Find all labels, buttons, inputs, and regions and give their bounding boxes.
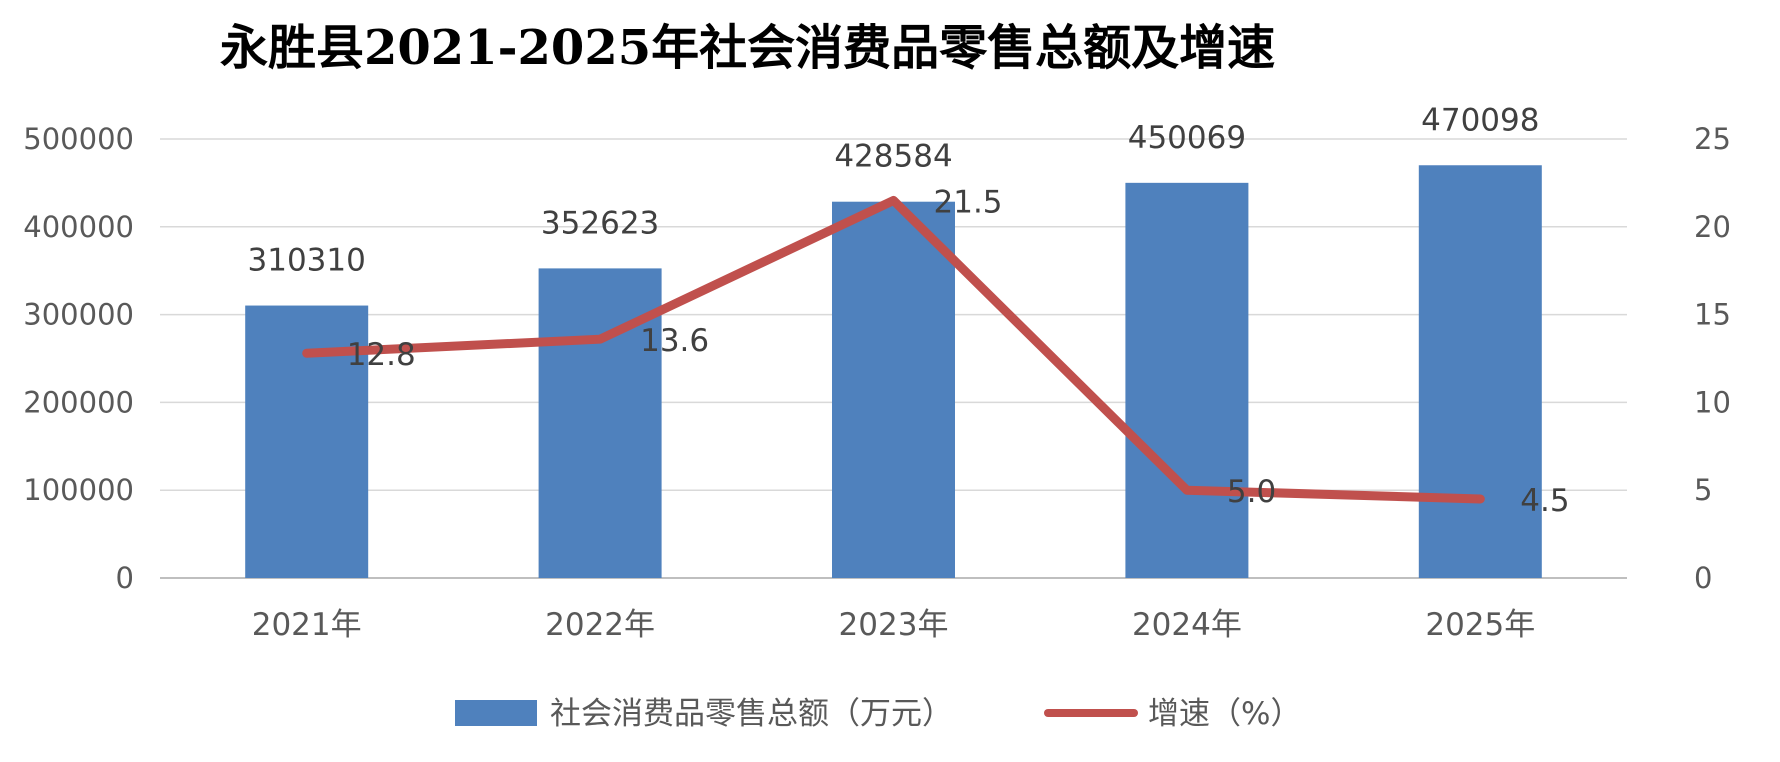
legend: 社会消费品零售总额（万元） 增速（%）: [455, 696, 1301, 732]
line-point: [1182, 486, 1191, 495]
y-right-tick-label: 0: [1694, 561, 1712, 595]
y-left-tick-label: 300000: [23, 298, 134, 332]
line-data-label: 21.5: [934, 184, 1003, 220]
y-axis-right: 0 5 10 15 20 25: [1694, 122, 1731, 595]
y-left-tick-label: 500000: [23, 122, 134, 156]
line-data-labels: 12.8 13.6 21.5 5.0 4.5: [347, 184, 1570, 519]
y-left-tick-label: 100000: [23, 473, 134, 507]
legend-label-bar: 社会消费品零售总额（万元）: [550, 696, 953, 732]
line-data-label: 12.8: [347, 337, 416, 373]
legend-swatch-bar: [455, 700, 537, 726]
bar-data-labels: 310310 352623 428584 450069 470098: [248, 102, 1540, 278]
x-tick-label: 2024年: [1132, 607, 1242, 643]
x-tick-label: 2023年: [839, 607, 949, 643]
line-point: [889, 196, 898, 205]
x-tick-label: 2022年: [545, 607, 655, 643]
x-tick-label: 2021年: [252, 607, 362, 643]
bar-data-label: 310310: [248, 243, 366, 279]
y-right-tick-label: 25: [1694, 122, 1731, 156]
x-tick-label: 2025年: [1425, 607, 1535, 643]
line-data-label: 13.6: [640, 323, 709, 359]
bar-data-label: 428584: [834, 139, 952, 175]
bar-data-label: 352623: [541, 205, 659, 241]
y-axis-left: 0 100000 200000 300000 400000 500000: [23, 122, 134, 595]
y-left-tick-label: 200000: [23, 385, 134, 419]
bar: [832, 201, 955, 578]
y-right-tick-label: 10: [1694, 385, 1731, 419]
line-data-label: 5.0: [1227, 474, 1276, 510]
bar-data-label: 470098: [1421, 102, 1539, 138]
chart-title: 永胜县2021-2025年社会消费品零售总额及增速: [220, 20, 1275, 76]
line-point: [302, 349, 311, 358]
y-right-tick-label: 5: [1694, 473, 1712, 507]
bar: [1418, 165, 1542, 578]
line-series: [302, 195, 1485, 504]
line-data-label: 4.5: [1520, 483, 1569, 519]
legend-label-line: 增速（%）: [1148, 696, 1301, 732]
line-point: [596, 335, 605, 344]
bar-data-label: 450069: [1128, 120, 1246, 156]
bar: [1125, 182, 1249, 578]
x-axis: 2021年 2022年 2023年 2024年 2025年: [252, 607, 1536, 643]
line-point: [1476, 494, 1485, 503]
y-left-tick-label: 0: [116, 561, 134, 595]
y-right-tick-label: 20: [1694, 210, 1731, 244]
y-left-tick-label: 400000: [23, 210, 134, 244]
y-right-tick-label: 15: [1694, 298, 1731, 332]
